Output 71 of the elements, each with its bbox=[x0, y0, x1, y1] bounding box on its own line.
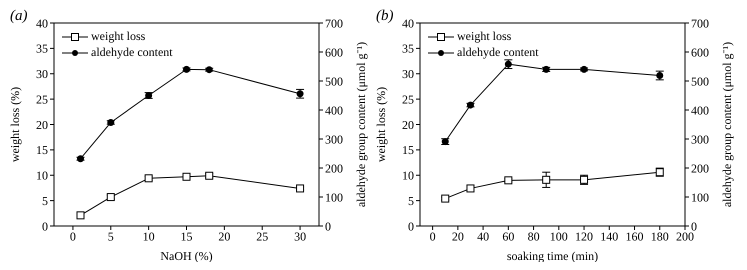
y-tick-label: 20 bbox=[36, 118, 48, 132]
chart-title: (b) bbox=[376, 8, 394, 24]
legend-label: weight loss bbox=[90, 28, 146, 44]
x-tick-label: 0 bbox=[430, 230, 436, 244]
legend-label: aldehyde content bbox=[90, 44, 173, 60]
x-tick-label: 140 bbox=[600, 230, 618, 244]
y-tick-label: 30 bbox=[36, 67, 48, 82]
y2-axis-title: aldehyde group content (μmol g⁻¹) bbox=[354, 42, 368, 208]
y-tick-label: 0 bbox=[42, 219, 48, 234]
y-tick-label: 10 bbox=[36, 168, 48, 183]
x-tick-label: 200 bbox=[676, 230, 694, 244]
y2-axis-title: aldehyde group content (μmol g⁻¹) bbox=[720, 42, 734, 208]
y-tick-label: 35 bbox=[36, 42, 48, 56]
y2-tick-label: 700 bbox=[325, 16, 343, 30]
x-tick-label: 100 bbox=[550, 230, 568, 244]
point bbox=[76, 211, 84, 220]
x-tick-label: 25 bbox=[256, 230, 268, 244]
x-tick-label: 180 bbox=[650, 230, 669, 244]
chart-title: (a) bbox=[10, 8, 28, 24]
y2-tick-label: 0 bbox=[325, 219, 331, 234]
y2-tick-label: 200 bbox=[325, 161, 343, 176]
x-tick-label: 15 bbox=[180, 230, 192, 244]
point bbox=[542, 176, 550, 184]
y-tick-label: 0 bbox=[408, 219, 414, 234]
x-tick-label: 0 bbox=[70, 230, 76, 244]
x-tick-label: 20 bbox=[452, 230, 464, 244]
point bbox=[106, 193, 115, 202]
point bbox=[77, 155, 84, 162]
y2-tick-label: 400 bbox=[325, 103, 343, 118]
y2-tick-label: 300 bbox=[691, 132, 709, 146]
x-tick-label: 10 bbox=[142, 230, 155, 244]
point bbox=[296, 184, 304, 192]
y2-tick-label: 100 bbox=[691, 190, 709, 204]
x-tick-label: 60 bbox=[502, 230, 514, 244]
y-tick-label: 10 bbox=[402, 168, 414, 183]
y-tick-label: 25 bbox=[402, 92, 414, 106]
x-tick-label: 160 bbox=[626, 230, 644, 244]
y-axis-title: weight loss (%) bbox=[374, 86, 388, 162]
y-tick-label: 30 bbox=[402, 67, 414, 82]
y-tick-label: 35 bbox=[402, 42, 414, 56]
y-tick-label: 40 bbox=[36, 16, 48, 30]
y2-tick-label: 300 bbox=[325, 132, 343, 146]
y2-tick-label: 0 bbox=[691, 219, 697, 234]
y2-tick-label: 600 bbox=[691, 45, 709, 60]
legend-label: weight loss bbox=[456, 28, 512, 44]
legend-label: aldehyde content bbox=[456, 44, 539, 60]
x-tick-label: 30 bbox=[294, 230, 306, 244]
point bbox=[504, 176, 512, 184]
x-tick-label: 80 bbox=[528, 230, 540, 244]
y-tick-label: 15 bbox=[36, 143, 48, 158]
y2-tick-label: 100 bbox=[325, 190, 343, 204]
y-tick-label: 5 bbox=[408, 194, 414, 208]
x-tick-label: 5 bbox=[108, 230, 114, 244]
x-tick-label: 120 bbox=[575, 230, 594, 244]
y-axis-title: weight loss (%) bbox=[8, 86, 22, 162]
y-tick-label: 25 bbox=[36, 92, 48, 106]
y-tick-label: 40 bbox=[402, 16, 414, 30]
y2-tick-label: 200 bbox=[691, 161, 709, 176]
y2-tick-label: 700 bbox=[691, 16, 709, 30]
y2-tick-label: 500 bbox=[691, 74, 709, 88]
x-tick-label: 40 bbox=[477, 230, 490, 244]
x-tick-label: 20 bbox=[218, 230, 230, 244]
y-tick-label: 5 bbox=[42, 194, 48, 208]
y-tick-label: 20 bbox=[402, 118, 414, 132]
y2-tick-label: 400 bbox=[691, 103, 709, 118]
point bbox=[182, 172, 190, 181]
y-tick-label: 15 bbox=[402, 143, 414, 158]
point bbox=[466, 184, 474, 192]
point bbox=[441, 194, 450, 203]
y2-tick-label: 600 bbox=[325, 45, 343, 60]
y2-tick-label: 500 bbox=[325, 74, 343, 88]
